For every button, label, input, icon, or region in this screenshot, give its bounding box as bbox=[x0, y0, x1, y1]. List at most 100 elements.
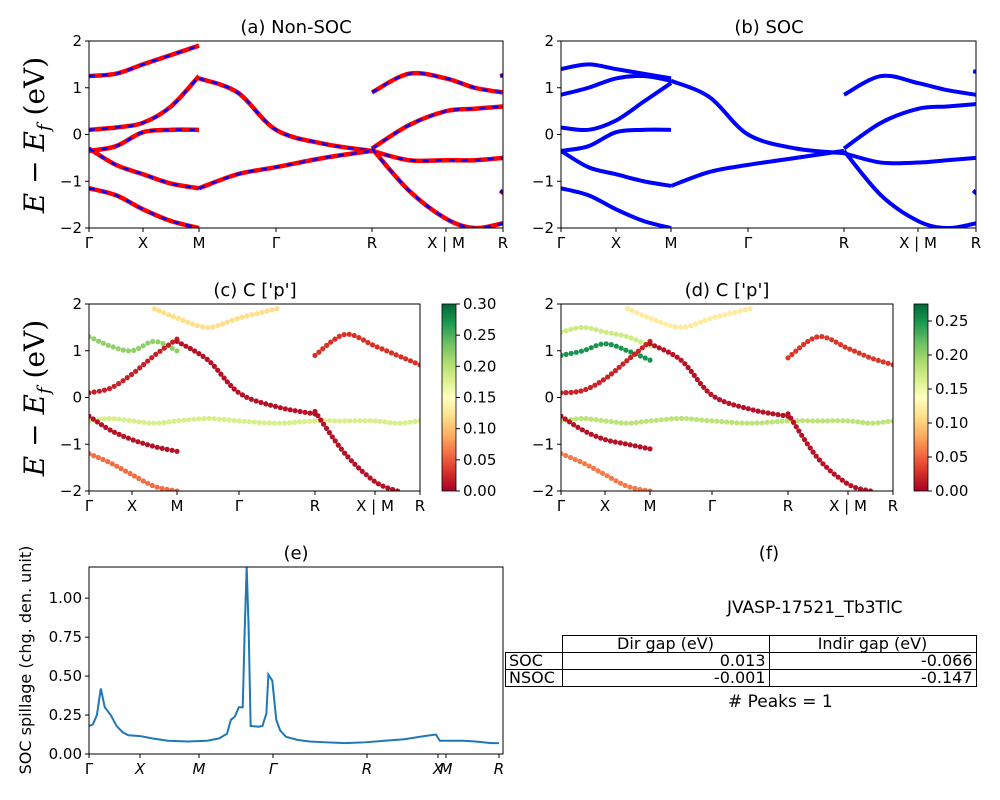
band-point bbox=[648, 315, 654, 322]
band-point bbox=[120, 347, 126, 353]
band-point bbox=[572, 456, 578, 463]
band-point bbox=[583, 416, 589, 422]
x-tick-label: X | M bbox=[829, 497, 867, 515]
band-point bbox=[149, 482, 155, 489]
x-tick-label: R bbox=[783, 497, 793, 515]
band-point bbox=[191, 416, 197, 422]
band-point bbox=[164, 486, 170, 491]
band-point bbox=[568, 350, 574, 356]
band-point bbox=[755, 408, 761, 414]
band-point bbox=[380, 483, 386, 489]
x-tick-label: Γ bbox=[557, 234, 566, 252]
band-point bbox=[875, 357, 881, 363]
band-point bbox=[566, 419, 573, 425]
band-point bbox=[371, 478, 377, 484]
band-point bbox=[608, 419, 614, 425]
band-point bbox=[116, 431, 122, 437]
band-point bbox=[89, 390, 92, 396]
band-point bbox=[251, 419, 257, 425]
band-point bbox=[249, 312, 255, 318]
band-line-dash bbox=[89, 147, 200, 190]
band-point bbox=[133, 368, 139, 374]
band-point bbox=[880, 419, 886, 425]
band-line bbox=[561, 73, 672, 97]
band-point bbox=[287, 407, 293, 413]
band-point bbox=[562, 416, 568, 422]
band-point bbox=[116, 416, 122, 422]
band-point bbox=[578, 416, 584, 422]
band-point bbox=[169, 345, 175, 351]
y-tick-label: 1 bbox=[72, 342, 82, 360]
band-point bbox=[187, 345, 193, 352]
band-line bbox=[89, 43, 200, 79]
band-point bbox=[607, 438, 614, 444]
y-tick-label: −1 bbox=[532, 435, 554, 453]
band-point bbox=[307, 418, 313, 424]
band-point bbox=[297, 408, 303, 415]
band-point bbox=[407, 419, 413, 425]
band-point bbox=[153, 351, 159, 357]
band-point bbox=[323, 425, 330, 431]
band-point bbox=[749, 420, 755, 426]
band-point bbox=[835, 474, 841, 480]
band-point bbox=[880, 359, 886, 365]
band-point bbox=[577, 458, 583, 465]
y-tick-label: −2 bbox=[60, 219, 82, 237]
plot-area bbox=[561, 306, 893, 491]
band-point bbox=[394, 488, 401, 491]
band-point bbox=[663, 321, 669, 327]
band-point bbox=[161, 419, 167, 426]
band-point bbox=[127, 470, 133, 477]
band-point bbox=[789, 351, 795, 358]
band-point bbox=[663, 416, 670, 422]
band-point bbox=[211, 416, 217, 422]
band-point bbox=[598, 341, 604, 347]
band-point bbox=[318, 417, 324, 423]
x-tick-label: X bbox=[127, 497, 137, 515]
band-point bbox=[807, 445, 813, 451]
band-point bbox=[312, 418, 318, 424]
band-point bbox=[170, 314, 176, 320]
band-point bbox=[578, 324, 584, 331]
band-point bbox=[180, 317, 186, 323]
band-point bbox=[605, 374, 611, 380]
band-point bbox=[282, 406, 288, 412]
y-tick-label: −1 bbox=[532, 172, 554, 190]
band-point bbox=[141, 419, 147, 425]
band-point bbox=[638, 419, 644, 425]
band-point bbox=[567, 454, 574, 461]
band-line-dash bbox=[198, 149, 373, 190]
colorbar-tick-label: 0.15 bbox=[935, 380, 968, 398]
band-point bbox=[780, 412, 786, 418]
band-point bbox=[91, 336, 97, 342]
band-point bbox=[563, 351, 569, 357]
band-point bbox=[367, 475, 373, 481]
band-point bbox=[674, 354, 680, 360]
band-point bbox=[258, 399, 264, 406]
band-line bbox=[971, 189, 976, 196]
x-tick-label: X bbox=[611, 234, 621, 252]
band-point bbox=[613, 478, 619, 484]
band-point bbox=[697, 319, 704, 325]
band-point bbox=[764, 419, 770, 425]
band-point bbox=[244, 313, 250, 319]
band-point bbox=[866, 354, 872, 360]
band-point bbox=[648, 418, 654, 424]
band-point bbox=[608, 342, 614, 348]
band-line-dash bbox=[198, 77, 373, 153]
x-tick-label: R bbox=[415, 497, 425, 515]
band-point bbox=[563, 452, 569, 459]
band-point bbox=[613, 331, 619, 337]
band-point bbox=[825, 418, 831, 424]
band-point bbox=[96, 388, 102, 394]
band-point bbox=[638, 339, 644, 345]
y-tick-label: 0 bbox=[72, 389, 82, 407]
band-point bbox=[860, 420, 866, 426]
band-point bbox=[793, 424, 799, 430]
band-point bbox=[603, 341, 609, 347]
band-point bbox=[228, 382, 234, 389]
band-point bbox=[575, 424, 581, 430]
band-point bbox=[332, 336, 338, 342]
band-point bbox=[797, 345, 803, 351]
band-line bbox=[670, 78, 845, 156]
